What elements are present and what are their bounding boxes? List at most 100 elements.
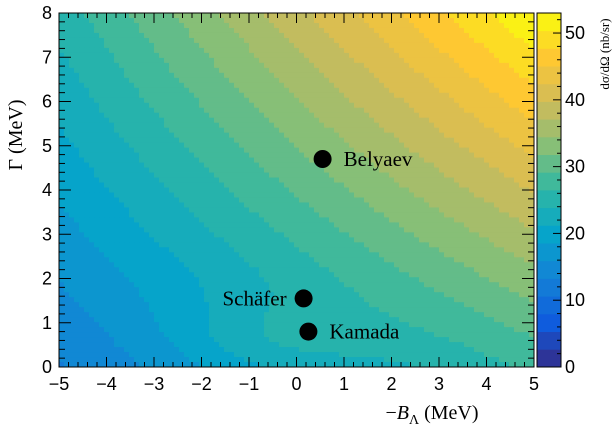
heatmap-cell: [254, 262, 260, 268]
heatmap-cell: [394, 37, 400, 44]
heatmap-cell: [169, 212, 175, 219]
heatmap-cell: [274, 13, 280, 19]
heatmap-cell: [204, 142, 210, 149]
heatmap-cell: [439, 67, 445, 74]
heatmap-cell: [339, 82, 345, 89]
heatmap-cell: [409, 72, 415, 79]
heatmap-cell: [404, 182, 410, 189]
heatmap-cell: [279, 37, 285, 44]
heatmap-cell: [374, 13, 380, 19]
heatmap-cell: [84, 242, 90, 248]
heatmap-cell: [104, 192, 110, 199]
heatmap-cell: [269, 262, 275, 268]
heatmap-cell: [114, 57, 120, 64]
heatmap-cell: [104, 177, 110, 184]
heatmap-cell: [209, 27, 215, 34]
heatmap-cell: [264, 222, 270, 228]
heatmap-cell: [274, 262, 280, 268]
heatmap-cell: [164, 167, 170, 174]
heatmap-cell: [69, 157, 75, 164]
heatmap-cell: [204, 97, 210, 104]
heatmap-cell: [504, 172, 510, 179]
heatmap-cell: [384, 192, 390, 199]
heatmap-cell: [119, 117, 125, 124]
heatmap-cell: [229, 112, 235, 119]
heatmap-cell: [284, 222, 290, 228]
heatmap-cell: [179, 272, 185, 278]
heatmap-cell: [219, 122, 225, 129]
heatmap-cell: [189, 162, 195, 169]
heatmap-cell: [164, 147, 170, 154]
heatmap-cell: [359, 262, 365, 268]
heatmap-cell: [154, 62, 160, 69]
heatmap-cell: [419, 17, 425, 24]
heatmap-cell: [444, 52, 450, 59]
heatmap-cell: [284, 217, 290, 224]
heatmap-cell: [374, 217, 380, 224]
heatmap-cell: [249, 217, 255, 224]
heatmap-cell: [259, 107, 265, 114]
heatmap-cell: [439, 197, 445, 204]
heatmap-cell: [239, 77, 245, 84]
heatmap-cell: [224, 147, 230, 154]
heatmap-cell: [399, 192, 405, 199]
heatmap-cell: [419, 267, 425, 273]
heatmap-cell: [444, 167, 450, 174]
heatmap-cell: [309, 252, 315, 258]
heatmap-cell: [414, 77, 420, 84]
heatmap-cell: [334, 247, 340, 253]
heatmap-cell: [284, 257, 290, 263]
heatmap-cell: [419, 252, 425, 258]
heatmap-cell: [384, 222, 390, 228]
heatmap-cell: [199, 272, 205, 278]
heatmap-cell: [509, 262, 515, 268]
heatmap-cell: [59, 242, 65, 248]
heatmap-cell: [529, 252, 534, 258]
heatmap-cell: [409, 17, 415, 24]
heatmap-cell: [329, 197, 335, 204]
heatmap-cell: [174, 97, 180, 104]
heatmap-cell: [254, 237, 260, 243]
heatmap-cell: [169, 117, 175, 124]
heatmap-cell: [424, 252, 430, 258]
heatmap-cell: [419, 57, 425, 64]
heatmap-cell: [209, 227, 215, 233]
heatmap-cell: [79, 77, 85, 84]
heatmap-cell: [164, 267, 170, 273]
heatmap-cell: [349, 242, 355, 248]
heatmap-cell: [379, 152, 385, 159]
heatmap-cell: [289, 207, 295, 214]
heatmap-cell: [74, 267, 80, 273]
heatmap-cell: [359, 162, 365, 169]
heatmap-cell: [339, 122, 345, 129]
heatmap-cell: [434, 207, 440, 214]
heatmap-cell: [274, 137, 280, 144]
heatmap-cell: [489, 132, 495, 139]
heatmap-cell: [469, 13, 475, 19]
heatmap-cell: [489, 92, 495, 99]
heatmap-cell: [174, 92, 180, 99]
heatmap-cell: [184, 52, 190, 59]
heatmap-cell: [479, 252, 485, 258]
heatmap-cell: [249, 87, 255, 94]
heatmap-cell: [464, 87, 470, 94]
heatmap-cell: [89, 42, 95, 49]
heatmap-cell: [499, 167, 505, 174]
heatmap-cell: [99, 207, 105, 214]
heatmap-cell: [439, 22, 445, 29]
heatmap-cell: [419, 202, 425, 209]
heatmap-cell: [479, 107, 485, 114]
heatmap-cell: [434, 17, 440, 24]
heatmap-cell: [254, 72, 260, 79]
heatmap-cell: [349, 117, 355, 124]
heatmap-cell: [409, 27, 415, 34]
heatmap-cell: [74, 227, 80, 233]
heatmap-cell: [129, 22, 135, 29]
heatmap-cell: [324, 102, 330, 109]
heatmap-cell: [509, 47, 515, 54]
heatmap-cell: [469, 17, 475, 24]
heatmap-cell: [144, 112, 150, 119]
heatmap-cell: [404, 52, 410, 59]
heatmap-cell: [479, 13, 485, 19]
heatmap-cell: [239, 117, 245, 124]
